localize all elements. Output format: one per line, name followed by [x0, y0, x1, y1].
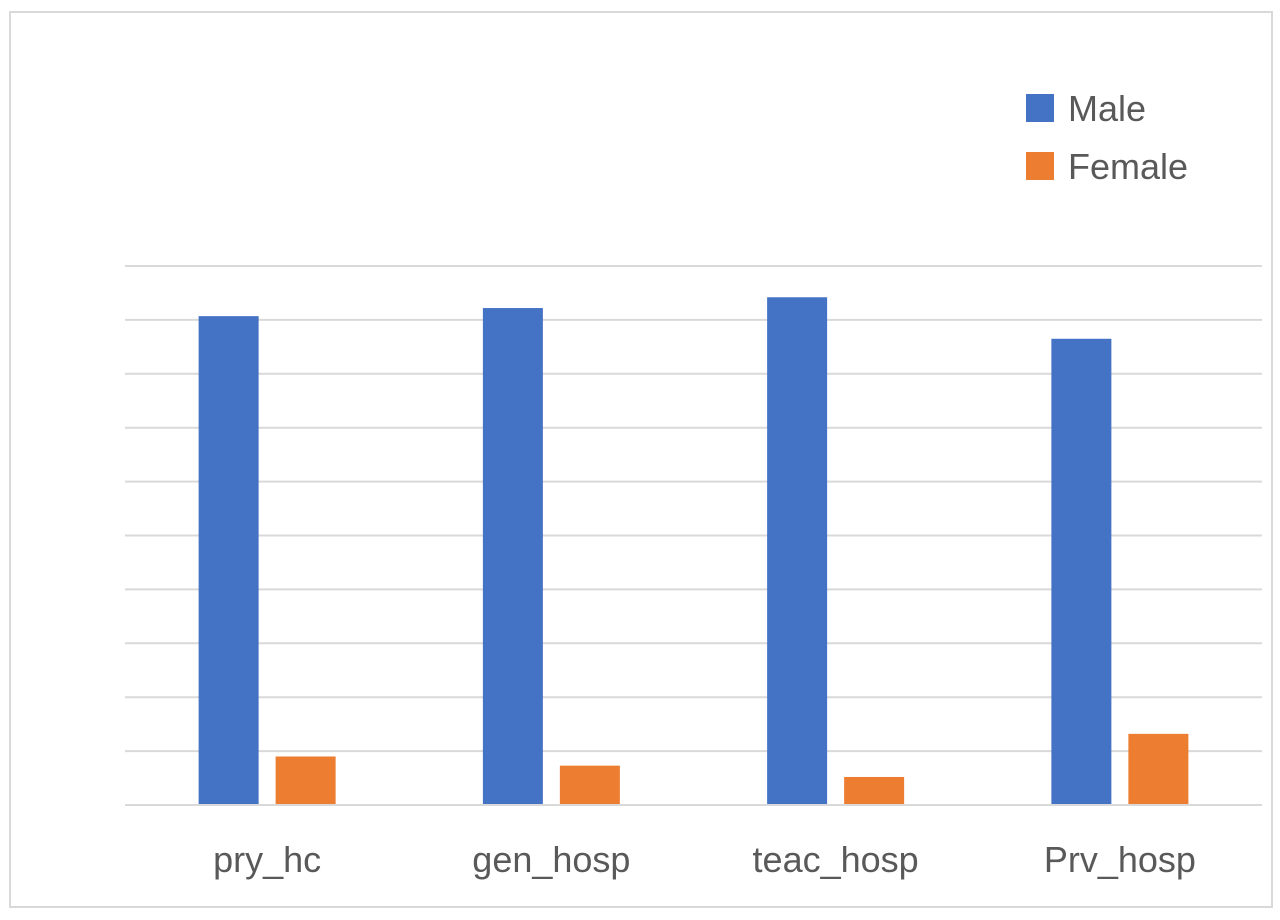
x-tick-label: teac_hosp	[753, 839, 919, 880]
x-tick-label: gen_hosp	[472, 839, 630, 880]
legend-label-female: Female	[1068, 146, 1188, 187]
bar-female-teac-hosp	[844, 776, 905, 805]
legend: Male Female	[1026, 88, 1188, 187]
bar-female-prv-hosp	[1128, 733, 1189, 805]
bar-male-gen-hosp	[482, 308, 543, 805]
legend-label-male: Male	[1068, 88, 1146, 129]
x-tick-labels: pry_hc gen_hosp teac_hosp Prv_hosp	[213, 839, 1196, 880]
bars	[198, 297, 1189, 805]
bar-male-prv-hosp	[1051, 338, 1112, 805]
legend-swatch-male	[1026, 94, 1054, 122]
bar-female-gen-hosp	[559, 765, 620, 805]
bar-female-pry-hc	[275, 756, 336, 805]
x-tick-label: pry_hc	[213, 839, 321, 880]
legend-swatch-female	[1026, 152, 1054, 180]
x-tick-label: Prv_hosp	[1044, 839, 1196, 880]
bar-male-teac-hosp	[767, 297, 828, 805]
bar-male-pry-hc	[198, 316, 259, 805]
